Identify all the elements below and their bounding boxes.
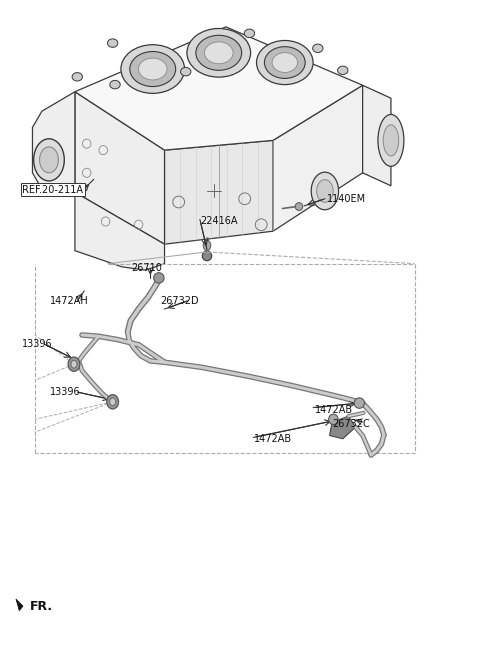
Ellipse shape	[244, 29, 254, 37]
Polygon shape	[75, 92, 165, 244]
Ellipse shape	[312, 44, 323, 53]
Ellipse shape	[121, 45, 185, 93]
Ellipse shape	[108, 39, 118, 47]
Polygon shape	[330, 416, 356, 439]
Polygon shape	[75, 193, 165, 270]
Polygon shape	[362, 85, 391, 186]
Ellipse shape	[272, 53, 298, 72]
Polygon shape	[75, 27, 362, 150]
Text: 1472AB: 1472AB	[314, 405, 353, 415]
Ellipse shape	[196, 35, 242, 70]
Ellipse shape	[204, 42, 233, 64]
Text: 22416A: 22416A	[200, 215, 238, 226]
Ellipse shape	[203, 240, 211, 251]
Ellipse shape	[187, 28, 251, 77]
Ellipse shape	[295, 202, 303, 210]
Text: 1472AH: 1472AH	[50, 296, 89, 306]
Ellipse shape	[337, 66, 348, 74]
Ellipse shape	[354, 398, 364, 408]
Polygon shape	[33, 92, 75, 193]
Ellipse shape	[311, 172, 338, 210]
Text: 26732C: 26732C	[332, 419, 370, 429]
Polygon shape	[273, 85, 362, 231]
Ellipse shape	[71, 360, 77, 368]
Text: 13396: 13396	[22, 339, 53, 349]
Ellipse shape	[138, 58, 167, 80]
Ellipse shape	[130, 51, 176, 87]
Ellipse shape	[107, 395, 119, 409]
Ellipse shape	[68, 357, 80, 371]
Text: 1140EM: 1140EM	[327, 194, 366, 204]
Ellipse shape	[109, 398, 116, 405]
Polygon shape	[16, 599, 23, 610]
Ellipse shape	[317, 179, 333, 202]
Text: 1472AB: 1472AB	[254, 434, 292, 443]
Ellipse shape	[72, 73, 83, 81]
Ellipse shape	[378, 114, 404, 166]
Text: 13396: 13396	[50, 387, 81, 397]
Ellipse shape	[39, 147, 59, 173]
Ellipse shape	[264, 47, 305, 78]
Ellipse shape	[383, 125, 399, 156]
Text: 26710: 26710	[132, 263, 162, 273]
Ellipse shape	[202, 251, 212, 261]
Text: FR.: FR.	[30, 600, 53, 612]
Polygon shape	[165, 141, 273, 244]
Text: REF.20-211A: REF.20-211A	[22, 185, 83, 194]
Ellipse shape	[180, 68, 191, 76]
Ellipse shape	[154, 273, 164, 283]
Ellipse shape	[34, 139, 64, 181]
Ellipse shape	[256, 41, 313, 85]
Ellipse shape	[329, 414, 338, 424]
Text: 26732D: 26732D	[160, 296, 198, 306]
Ellipse shape	[110, 80, 120, 89]
